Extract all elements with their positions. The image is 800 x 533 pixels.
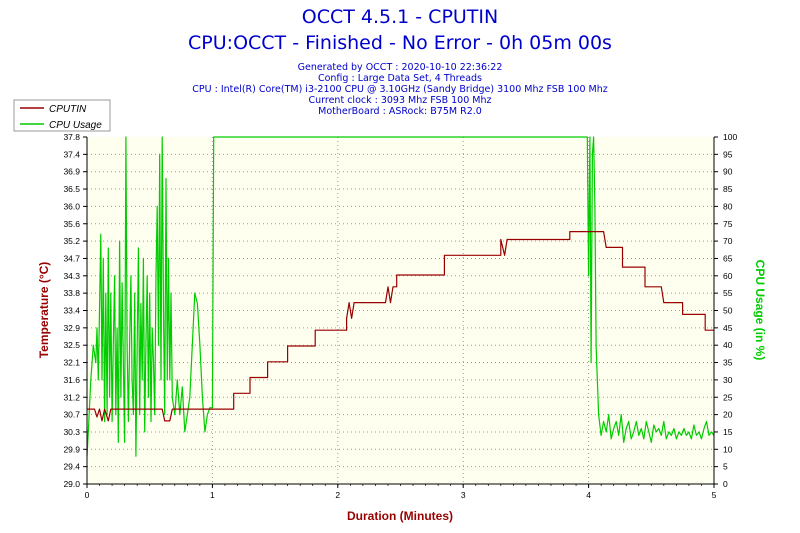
y-tick-label-left: 31.2 xyxy=(63,392,80,402)
y-tick-label-left: 35.6 xyxy=(63,219,80,229)
y-tick-label-left: 29.9 xyxy=(63,444,80,454)
chart-subtitle: CPU:OCCT - Finished - No Error - 0h 05m … xyxy=(188,32,612,54)
y-axis-label-right: CPU Usage (in %) xyxy=(753,260,767,361)
x-tick-label: 1 xyxy=(210,490,215,500)
axis-ticks: 0 1 2 3 4 529.029.429.930.330.731.231.632.132… xyxy=(63,132,737,500)
y-tick-label-left: 30.7 xyxy=(63,410,80,420)
y-tick-label-left: 33.8 xyxy=(63,288,80,298)
y-tick-label-left: 36.5 xyxy=(63,184,80,194)
series-line-cputin xyxy=(87,231,714,422)
info-config: Config : Large Data Set, 4 Threads xyxy=(317,73,483,84)
y-axis-label-left: Temperature (°C) xyxy=(37,262,51,359)
y-tick-label-left: 34.7 xyxy=(63,253,80,263)
y-tick-label-right: 0 xyxy=(723,479,728,489)
y-tick-label-right: 50 xyxy=(723,306,733,316)
y-tick-label-right: 20 xyxy=(723,410,733,420)
y-tick-label-left: 29.4 xyxy=(63,462,80,472)
x-tick-label: 2 xyxy=(335,490,340,500)
y-tick-label-right: 15 xyxy=(723,427,733,437)
series-layer xyxy=(86,136,715,457)
y-tick-label-right: 5 xyxy=(723,462,728,472)
legend-box xyxy=(13,99,111,132)
y-tick-label-left: 36.9 xyxy=(63,167,80,177)
info-motherboard: MotherBoard : ASRock: B75M R2.0 xyxy=(318,106,482,117)
y-tick-label-right: 55 xyxy=(723,288,733,298)
series-line-cpu-usage xyxy=(86,136,715,457)
y-tick-label-right: 60 xyxy=(723,271,733,281)
info-current-clock: Current clock : 3093 Mhz FSB 100 Mhz xyxy=(308,95,492,106)
y-tick-label-left: 31.6 xyxy=(63,375,80,385)
y-tick-label-right: 90 xyxy=(723,167,733,177)
x-tick-label: 3 xyxy=(461,490,466,500)
info-cpu: CPU : Intel(R) Core(TM) i3-2100 CPU @ 3.… xyxy=(192,84,608,95)
y-tick-label-right: 75 xyxy=(723,219,733,229)
y-tick-label-right: 65 xyxy=(723,253,733,263)
y-tick-label-right: 100 xyxy=(723,132,737,142)
x-axis-label: Duration (Minutes) xyxy=(347,509,453,523)
legend-label-cputin: CPUTIN xyxy=(49,104,87,115)
y-tick-label-left: 32.5 xyxy=(63,340,80,350)
legend: CPUTIN CPU Usage xyxy=(13,99,111,132)
y-tick-label-left: 34.3 xyxy=(63,271,80,281)
y-tick-label-right: 30 xyxy=(723,375,733,385)
y-tick-label-right: 70 xyxy=(723,236,733,246)
y-tick-label-left: 36.0 xyxy=(63,201,80,211)
y-tick-label-right: 25 xyxy=(723,392,733,402)
y-tick-label-right: 40 xyxy=(723,340,733,350)
y-tick-label-right: 35 xyxy=(723,358,733,368)
y-tick-label-left: 33.4 xyxy=(63,306,80,316)
y-tick-label-right: 85 xyxy=(723,184,733,194)
y-tick-label-left: 29.0 xyxy=(63,479,80,489)
y-tick-label-left: 35.2 xyxy=(63,236,80,246)
y-tick-label-left: 32.1 xyxy=(63,358,80,368)
x-tick-label: 0 xyxy=(85,490,90,500)
x-tick-label: 5 xyxy=(712,490,717,500)
y-tick-label-right: 10 xyxy=(723,444,733,454)
y-tick-label-left: 37.8 xyxy=(63,132,80,142)
y-tick-label-left: 37.4 xyxy=(63,149,80,159)
x-tick-label: 4 xyxy=(586,490,591,500)
y-tick-label-left: 30.3 xyxy=(63,427,80,437)
legend-label-cpu-usage: CPU Usage xyxy=(49,120,102,131)
y-tick-label-right: 95 xyxy=(723,149,733,159)
info-generated: Generated by OCCT : 2020-10-10 22:36:22 xyxy=(297,62,503,73)
y-tick-label-right: 45 xyxy=(723,323,733,333)
y-tick-label-right: 80 xyxy=(723,201,733,211)
y-tick-label-left: 32.9 xyxy=(63,323,80,333)
chart-title: OCCT 4.5.1 - CPUTIN xyxy=(301,6,499,28)
